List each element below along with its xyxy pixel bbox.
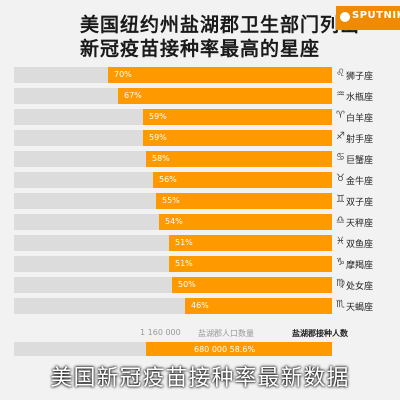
zodiac-icon: ♋ (336, 152, 345, 163)
category-label: 双鱼座 (346, 240, 374, 250)
sputnik-logo: SPUTNIK (336, 6, 400, 30)
bar-value-label: 46% (191, 301, 209, 310)
bar-金牛座 (153, 172, 332, 188)
category-label: 天蝎座 (346, 303, 374, 313)
bar-value-label: 70% (114, 70, 132, 79)
category-label: 摩羯座 (346, 261, 374, 271)
category-label: 双子座 (346, 198, 374, 208)
bar-value-label: 50% (178, 280, 196, 289)
category-label: 巨蟹座 (346, 156, 374, 166)
zodiac-icon: ♈ (336, 110, 345, 121)
bar-天秤座 (159, 214, 332, 230)
bar-摩羯座 (169, 256, 332, 272)
zodiac-icon: ♊ (336, 194, 345, 205)
zodiac-icon: ♌ (336, 68, 345, 79)
zodiac-icon: ♒ (336, 89, 345, 100)
zodiac-icon: ♎ (336, 215, 345, 226)
category-label: 射手座 (346, 135, 374, 145)
category-label: 白羊座 (346, 114, 374, 124)
footer-vaccinated-label: 盐湖郡接种人数 (292, 329, 348, 338)
bar-水瓶座 (118, 88, 332, 104)
bar-处女座 (172, 277, 332, 293)
bar-天蝎座 (185, 298, 332, 314)
logo-icon (340, 12, 350, 22)
bar-巨蟹座 (146, 151, 332, 167)
bar-双子座 (156, 193, 332, 209)
footer-population-label: 盐湖郡人口数量 (198, 329, 254, 338)
bar-value-label: 55% (162, 196, 180, 205)
bar-双鱼座 (169, 235, 332, 251)
chart-title-line-1: 美国纽约州盐湖郡卫生部门列出 (80, 14, 361, 36)
footer-bar-text: 680 000 58.6% (194, 345, 256, 354)
category-label: 狮子座 (346, 72, 374, 82)
zodiac-icon: ♐ (336, 131, 345, 142)
bar-白羊座 (143, 109, 332, 125)
zodiac-icon: ♍ (336, 278, 345, 289)
bar-value-label: 59% (149, 112, 167, 121)
bar-value-label: 51% (175, 259, 193, 268)
bar-value-label: 58% (152, 154, 170, 163)
logo-text: SPUTNIK (352, 10, 400, 21)
category-label: 水瓶座 (346, 93, 374, 103)
footer-bar-fill (146, 342, 332, 356)
bar-value-label: 67% (124, 91, 142, 100)
category-label: 处女座 (346, 282, 374, 292)
bar-射手座 (143, 130, 332, 146)
bar-value-label: 56% (159, 175, 177, 184)
category-label: 天秤座 (346, 219, 374, 229)
bar-value-label: 51% (175, 238, 193, 247)
footer-total-label: 1 160 000 (140, 328, 181, 337)
image-caption: 美国新冠疫苗接种率最新数据 (50, 366, 350, 391)
bar-value-label: 54% (165, 217, 183, 226)
zodiac-icon: ♏ (336, 299, 345, 310)
zodiac-icon: ♓ (336, 236, 345, 247)
zodiac-icon: ♉ (336, 173, 345, 184)
chart-title-line-2: 新冠疫苗接种率最高的星座 (80, 38, 321, 60)
category-label: 金牛座 (346, 177, 374, 187)
bar-狮子座 (108, 67, 332, 83)
bar-value-label: 59% (149, 133, 167, 142)
zodiac-icon: ♑ (336, 257, 345, 268)
